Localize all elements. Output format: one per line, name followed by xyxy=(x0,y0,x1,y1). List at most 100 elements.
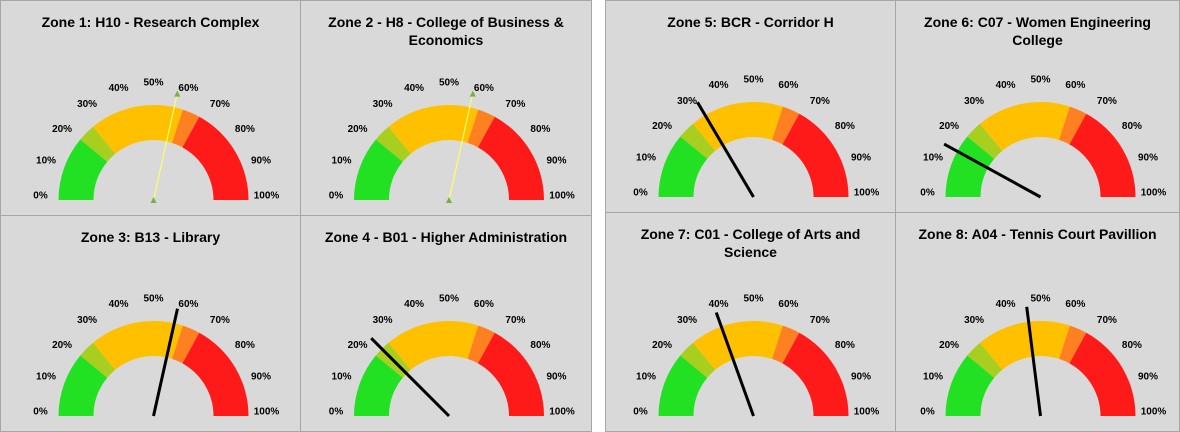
gauge-panel: Zone 4 - B01 - Higher Administration 0% 10… xyxy=(300,215,592,432)
needle xyxy=(943,142,1042,199)
gauge-tick-label: 90% xyxy=(851,372,871,383)
gauge-tick-label: 10% xyxy=(636,153,656,164)
gauge-tick-label: 0% xyxy=(920,407,935,418)
gauge-tick-label: 90% xyxy=(1138,372,1158,383)
gauge-title: Zone 6: C07 - Women Engineering College xyxy=(924,14,1151,48)
gauge-band xyxy=(80,342,116,378)
gauge-tick-label: 30% xyxy=(373,99,393,110)
gauge-band xyxy=(772,325,800,364)
gauge-band xyxy=(658,355,708,416)
gauge-tick-label: 50% xyxy=(439,294,459,305)
gauge-band xyxy=(967,123,1003,159)
gauge-tick-label: 40% xyxy=(709,299,729,310)
gauge-band xyxy=(658,136,708,197)
gauge-tick-label: 0% xyxy=(329,191,344,202)
gauge-tick-label: 80% xyxy=(530,124,550,135)
gauge-band xyxy=(354,355,403,416)
gauge-title: Zone 1: H10 - Research Complex xyxy=(41,14,260,30)
needle-marker xyxy=(469,90,476,97)
gauge-tick-label: 20% xyxy=(652,340,672,351)
gauge-band xyxy=(1059,325,1087,364)
gauge-tick-label: 20% xyxy=(52,340,72,351)
gauge-tick-label: 100% xyxy=(549,191,575,202)
gauge-tick-label: 60% xyxy=(474,299,494,310)
gauge-band xyxy=(182,332,249,416)
gauge-band xyxy=(172,325,200,364)
gauge-band xyxy=(172,109,200,148)
gauge-band xyxy=(92,321,183,370)
gauge-band xyxy=(979,321,1070,370)
gauge: 0% 10% 20% 30% 40% 50% 60% 70% 80% 90% 100% xyxy=(329,294,575,418)
gauge: 0% 10% 20% 30% 40% 50% 60% 70% 80% 90% 100% xyxy=(633,75,880,199)
gauge-band xyxy=(92,105,183,154)
gauge-title: Zone 3: B13 - Library xyxy=(80,229,221,245)
gauge-tick-label: 60% xyxy=(1065,80,1085,91)
gauge-tick-label: 100% xyxy=(549,407,575,418)
gauge-title: Zone 8: A04 - Tennis Court Pavillion xyxy=(918,226,1157,242)
gauge-tick-label: 0% xyxy=(33,407,48,418)
gauge-band xyxy=(1069,113,1136,197)
gauge-tick-label: 60% xyxy=(178,299,198,310)
gauge-tick-label: 100% xyxy=(854,407,880,418)
gauge-tick-label: 0% xyxy=(633,188,648,199)
gauge-tick-label: 30% xyxy=(373,315,393,326)
gauge-tick-label: 80% xyxy=(235,124,255,135)
gauge-tick-label: 10% xyxy=(636,372,656,383)
gauge-band xyxy=(680,342,716,378)
gauge: 0% 10% 20% 30% 40% 50% 60% 70% 80% 90% 100% xyxy=(633,294,880,418)
gauge-panel: Zone 3: B13 - Library 0% 10% 20% 30% 40% 50% 60… xyxy=(0,215,301,432)
needle xyxy=(448,93,474,201)
gauge-tick-label: 20% xyxy=(939,121,959,132)
gauge-tick-label: 20% xyxy=(652,121,672,132)
gauge-tick-label: 70% xyxy=(505,315,525,326)
gauge-band xyxy=(1069,332,1136,416)
gauge-tick-label: 0% xyxy=(633,407,648,418)
gauge-band xyxy=(467,325,495,364)
gauge-band xyxy=(354,139,403,200)
gauge-tick-label: 90% xyxy=(251,156,271,167)
gauge-tick-label: 10% xyxy=(36,372,56,383)
needle xyxy=(1025,306,1042,417)
needle-marker xyxy=(174,90,181,97)
gauge-band xyxy=(979,102,1070,151)
gauge: 0% 10% 20% 30% 40% 50% 60% 70% 80% 90% 100% xyxy=(920,294,1166,418)
gauge-tick-label: 100% xyxy=(854,188,880,199)
needle xyxy=(696,101,755,198)
gauge-title: Zone 2 - H8 - College of Business & Econ… xyxy=(328,14,564,48)
gauge-band xyxy=(375,126,411,162)
gauge-tick-label: 60% xyxy=(778,80,798,91)
gauge-tick-label: 50% xyxy=(143,294,163,305)
gauge-tick-label: 50% xyxy=(439,78,459,89)
gauge-tick-label: 80% xyxy=(530,340,550,351)
gauge-band xyxy=(782,332,849,416)
gauge-tick-label: 100% xyxy=(1141,188,1167,199)
gauge-tick-label: 60% xyxy=(474,83,494,94)
gauge-tick-label: 90% xyxy=(251,372,271,383)
needle-marker xyxy=(446,197,452,203)
needle xyxy=(370,337,451,418)
gauge-tick-label: 40% xyxy=(709,80,729,91)
gauge-tick-label: 10% xyxy=(36,156,56,167)
gauge-band xyxy=(945,355,995,416)
gauge-band xyxy=(692,102,783,151)
gauge-title: Zone 5: BCR - Corridor H xyxy=(667,14,834,30)
gauge-tick-label: 60% xyxy=(178,83,198,94)
gauge-tick-label: 70% xyxy=(810,315,830,326)
gauge-band xyxy=(1059,106,1087,145)
gauge-band xyxy=(182,116,249,200)
gauge-band xyxy=(692,321,783,370)
gauge-tick-label: 80% xyxy=(1122,340,1142,351)
gauge-tick-label: 10% xyxy=(332,372,352,383)
gauge-tick-label: 40% xyxy=(404,299,424,310)
gauge-tick-label: 50% xyxy=(1030,294,1050,305)
gauge: 0% 10% 20% 30% 40% 50% 60% 70% 80% 90% 100% xyxy=(33,78,279,203)
gauge-band xyxy=(477,332,544,416)
gauge-tick-label: 30% xyxy=(677,96,697,107)
gauge-panel: Zone 7: C01 - College of Arts and Scienc… xyxy=(605,212,896,432)
gauge-tick-label: 40% xyxy=(996,299,1016,310)
gauge-band xyxy=(967,342,1003,378)
gauge-tick-label: 20% xyxy=(939,340,959,351)
gauge-tick-label: 20% xyxy=(348,340,368,351)
gauge-tick-label: 70% xyxy=(210,315,230,326)
gauge: 0% 10% 20% 30% 40% 50% 60% 70% 80% 90% 100% xyxy=(920,75,1167,199)
